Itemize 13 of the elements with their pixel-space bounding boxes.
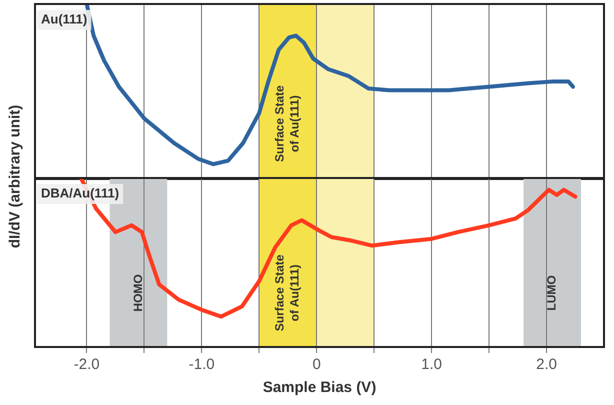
band-label: Surface State of Au(111) (272, 85, 302, 162)
x-axis-title: Sample Bias (V) (262, 379, 376, 396)
series-label: DBA/Au(111) (41, 186, 120, 201)
x-tick-label: -1.0 (188, 356, 215, 374)
x-tick-label: -2.0 (74, 356, 100, 374)
series-label: Au(111) (41, 12, 88, 27)
x-tick-label: 0 (312, 356, 321, 374)
x-tick-label: 2.0 (536, 356, 557, 374)
y-axis-title: dI/dV (arbitrary unit) (6, 104, 24, 250)
x-tick-label: 1.0 (421, 356, 442, 374)
band-label: Surface State of Au(111) (272, 254, 302, 332)
band-label: HOMO (130, 274, 145, 312)
band-label: LUMO (544, 275, 559, 311)
